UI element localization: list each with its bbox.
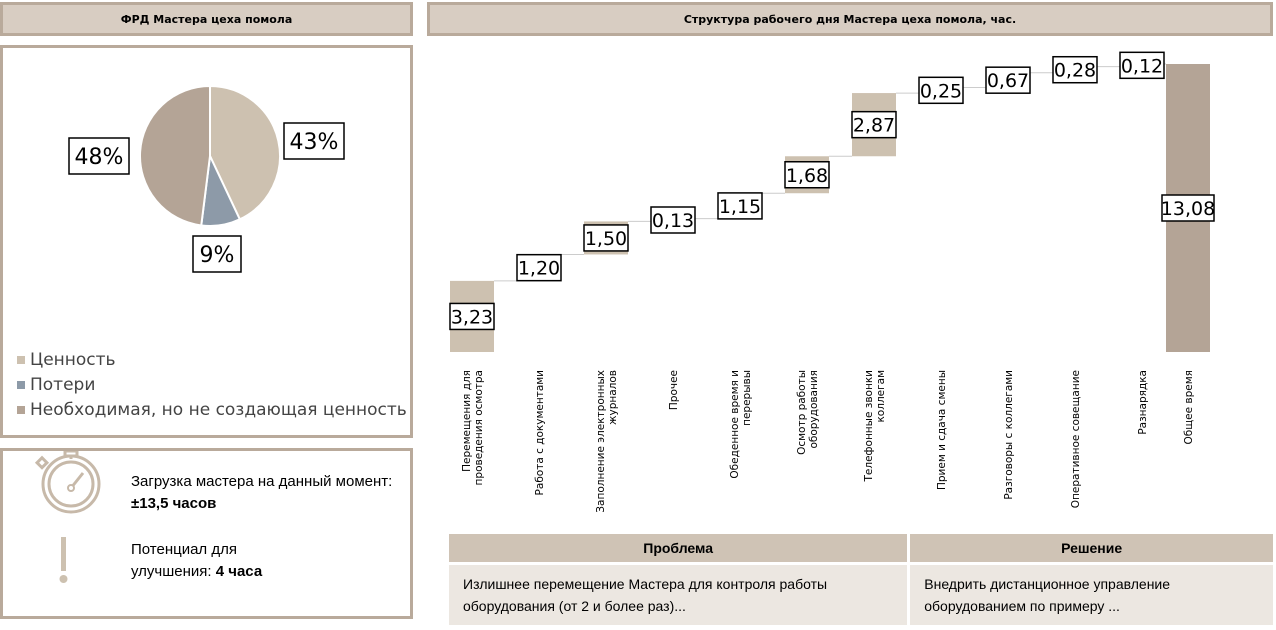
legend-item: Ценность <box>17 348 407 373</box>
data-label-box <box>449 302 495 331</box>
load-label: Загрузка мастера на данный момент: <box>131 473 393 490</box>
category-label: Заполнение электронных <box>595 370 607 513</box>
waterfall-chart: 3,23 Перемещения для проведения осмотра 1,2… <box>449 51 1215 513</box>
legend-label: Необходимая, но не создающая ценность <box>30 400 407 420</box>
pie-label-box <box>192 235 242 273</box>
data-label-box <box>717 192 763 220</box>
data-label-box <box>516 253 562 282</box>
pie-data-label: 9% <box>200 243 235 268</box>
category-label: журналов <box>607 370 619 425</box>
exclamation-icon <box>61 537 66 571</box>
data-label-box <box>784 161 830 189</box>
data-label-box <box>918 76 964 105</box>
category-label: Разнарядка <box>1137 370 1149 435</box>
category-label: Разговоры с коллегами <box>1003 370 1015 500</box>
pie-label-box <box>68 137 130 175</box>
data-label: 0,67 <box>987 70 1029 92</box>
header-problem: Проблема <box>449 534 908 565</box>
category-label: коллегам <box>875 370 887 423</box>
header-solution: Решение <box>910 534 1273 565</box>
pie-slice <box>209 84 281 221</box>
category-label: Обеденное время и <box>729 370 741 479</box>
data-label: 13,08 <box>1161 198 1215 220</box>
category-label: перерывы <box>741 370 753 426</box>
stopwatch-icon <box>34 451 101 583</box>
data-label: 0,12 <box>1121 55 1163 77</box>
pie-label-box <box>283 122 345 160</box>
legend-swatch <box>17 356 25 364</box>
pie-data-label: 43% <box>290 130 339 155</box>
pie-legend: Ценность Потери Необходимая, но не созда… <box>17 348 407 423</box>
data-label-box <box>985 66 1031 94</box>
problem-solution-table: Проблема Решение Излишнее перемещение Мас… <box>446 534 1276 625</box>
category-label: Телефонные звонки <box>863 370 875 483</box>
legend-swatch <box>17 381 25 389</box>
category-label: Оперативное совещание <box>1070 370 1082 508</box>
category-label: Прием и сдача смены <box>936 370 948 490</box>
category-label: Перемещения для <box>461 370 473 472</box>
category-label: Осмотр работы <box>796 370 808 455</box>
category-label: Работа с документами <box>534 370 546 495</box>
data-label-box <box>1119 51 1165 80</box>
info-panel: Загрузка мастера на данный момент: ±13,5 … <box>0 448 413 619</box>
category-label: проведения осмотра <box>473 370 485 485</box>
potential-info: Потенциал для улучшения: 4 часа <box>131 539 281 583</box>
load-value: ±13,5 часов <box>131 495 217 512</box>
legend-label: Потери <box>30 375 96 395</box>
data-label: 0,28 <box>1054 60 1096 82</box>
potential-value: 4 часа <box>215 563 263 580</box>
data-label-box <box>851 110 897 139</box>
data-label: 0,25 <box>920 80 962 102</box>
data-label: 1,68 <box>786 165 828 187</box>
problem-cell: Излишнее перемещение Мастера для контрол… <box>449 565 908 625</box>
pie-chart: 43% 9% 48% <box>68 84 345 273</box>
data-label-box <box>1052 55 1098 84</box>
pie-slice <box>139 84 211 227</box>
legend-swatch <box>17 406 25 414</box>
pie-panel: 43% 9% 48% Ценность Потери Необходимая, но… <box>0 45 413 438</box>
data-label: 2,87 <box>853 115 895 137</box>
data-label-box <box>583 224 629 252</box>
category-label: Прочее <box>668 370 680 410</box>
legend-item: Необходимая, но не создающая ценность <box>17 398 407 423</box>
legend-label: Ценность <box>30 350 116 370</box>
data-label: 1,50 <box>585 228 627 250</box>
data-label: 1,20 <box>518 258 560 280</box>
chart-title: Структура рабочего дня Мастера цеха помо… <box>427 2 1273 36</box>
data-label: 3,23 <box>451 306 493 328</box>
left-panel-title: ФРД Мастера цеха помола <box>0 2 413 36</box>
potential-label: Потенциал для улучшения: <box>131 541 237 580</box>
category-label: оборудования <box>808 370 820 449</box>
pie-data-label: 48% <box>75 145 124 170</box>
data-label-box <box>1161 194 1215 222</box>
table-row: Излишнее перемещение Мастера для контрол… <box>449 565 1273 625</box>
solution-cell: Внедрить дистанционное управление оборуд… <box>910 565 1273 625</box>
data-label: 1,15 <box>719 196 761 218</box>
data-label-box <box>650 206 696 234</box>
data-label: 0,13 <box>652 210 694 232</box>
load-info: Загрузка мастера на данный момент: ±13,5 … <box>131 471 392 515</box>
legend-item: Потери <box>17 373 407 398</box>
category-label: Общее время <box>1183 370 1195 444</box>
